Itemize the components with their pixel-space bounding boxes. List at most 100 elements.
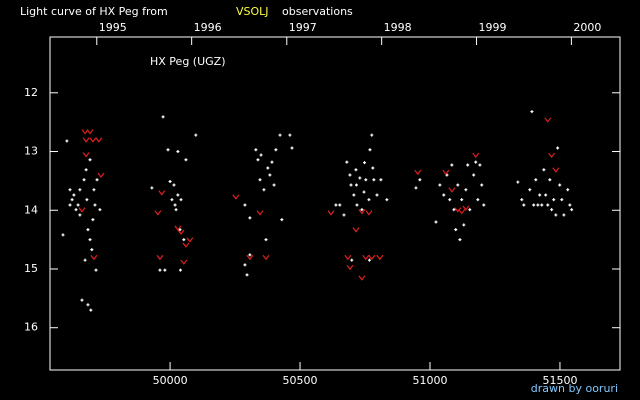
chart-title-end: observations — [282, 5, 353, 18]
data-point — [92, 188, 96, 192]
y-tick-label: 16 — [24, 321, 38, 334]
x2-tick-label: 1995 — [99, 21, 127, 34]
data-point — [362, 190, 366, 194]
data-point — [85, 198, 89, 202]
data-point — [278, 133, 282, 137]
data-point — [438, 183, 442, 187]
data-point — [516, 180, 520, 184]
data-point — [560, 198, 564, 202]
data-point — [352, 193, 356, 197]
data-point — [86, 303, 90, 307]
credit: drawn by ooruri — [531, 382, 618, 395]
data-point — [454, 228, 458, 232]
data-point — [245, 273, 249, 277]
data-point — [348, 173, 352, 177]
data-point — [258, 178, 262, 182]
data-point — [452, 208, 456, 212]
upper-limit — [158, 190, 166, 196]
data-point — [248, 216, 252, 220]
upper-limit — [472, 152, 480, 159]
upper-limit — [544, 117, 552, 123]
data-point — [520, 198, 524, 202]
upper-limit — [462, 205, 470, 211]
data-point — [556, 146, 560, 150]
upper-limit — [89, 137, 97, 143]
data-point — [280, 218, 284, 222]
data-point — [80, 298, 84, 302]
upper-limit — [548, 152, 556, 159]
data-point — [385, 198, 389, 202]
upper-limit — [232, 194, 240, 200]
data-point — [91, 218, 95, 222]
data-point — [264, 238, 268, 242]
data-point — [150, 186, 154, 190]
upper-limit — [454, 207, 462, 213]
data-point — [166, 148, 170, 152]
upper-limit — [95, 137, 103, 143]
data-point — [72, 193, 76, 197]
data-point — [542, 168, 546, 172]
data-point — [534, 178, 538, 182]
data-point — [176, 193, 180, 197]
upper-limit — [362, 254, 370, 261]
data-point — [532, 203, 536, 207]
data-point — [268, 173, 272, 177]
data-point — [342, 213, 346, 217]
upper-limit — [180, 259, 188, 265]
data-point — [358, 176, 362, 180]
data-point — [570, 208, 574, 212]
data-point — [544, 193, 548, 197]
data-point — [262, 188, 266, 192]
data-point — [546, 203, 550, 207]
upper-limit — [81, 129, 89, 135]
data-point — [540, 203, 544, 207]
data-point — [170, 198, 174, 202]
data-point — [354, 168, 358, 172]
data-point — [476, 198, 480, 202]
x2-tick-label: 1998 — [384, 21, 412, 34]
data-point — [414, 186, 418, 190]
data-point — [74, 208, 78, 212]
data-point — [274, 148, 278, 152]
data-point — [86, 228, 90, 232]
chart-title: Light curve of HX Peg from — [20, 5, 168, 18]
y-tick-label: 13 — [24, 145, 38, 158]
data-point — [536, 203, 540, 207]
data-point — [558, 183, 562, 187]
data-point — [88, 158, 92, 162]
data-point — [456, 183, 460, 187]
y-tick-label: 14 — [24, 203, 38, 216]
data-point — [363, 161, 367, 165]
upper-limit — [262, 254, 270, 261]
data-point — [355, 203, 359, 207]
data-point — [68, 203, 72, 207]
data-point — [82, 178, 86, 182]
data-point — [434, 220, 438, 224]
data-point — [89, 308, 93, 312]
upper-limit — [246, 254, 254, 261]
data-point — [266, 166, 270, 170]
data-point — [78, 213, 82, 217]
data-point — [460, 198, 464, 202]
upper-limit — [182, 242, 190, 248]
data-point — [78, 188, 82, 192]
upper-limit — [78, 207, 86, 213]
data-point — [472, 173, 476, 177]
data-point — [65, 139, 69, 143]
data-point — [468, 208, 472, 212]
upper-limit — [358, 275, 366, 281]
upper-limit — [327, 210, 335, 216]
upper-limit — [186, 237, 194, 243]
data-point — [256, 158, 260, 162]
data-point — [464, 188, 468, 192]
upper-limit — [346, 264, 354, 271]
upper-limit — [82, 137, 90, 143]
data-point — [350, 258, 354, 262]
data-point — [448, 198, 452, 202]
data-point — [458, 238, 462, 242]
annotation: HX Peg (UGZ) — [150, 55, 226, 68]
data-point — [474, 160, 478, 164]
data-point — [338, 203, 342, 207]
x2-tick-label: 2000 — [573, 21, 601, 34]
